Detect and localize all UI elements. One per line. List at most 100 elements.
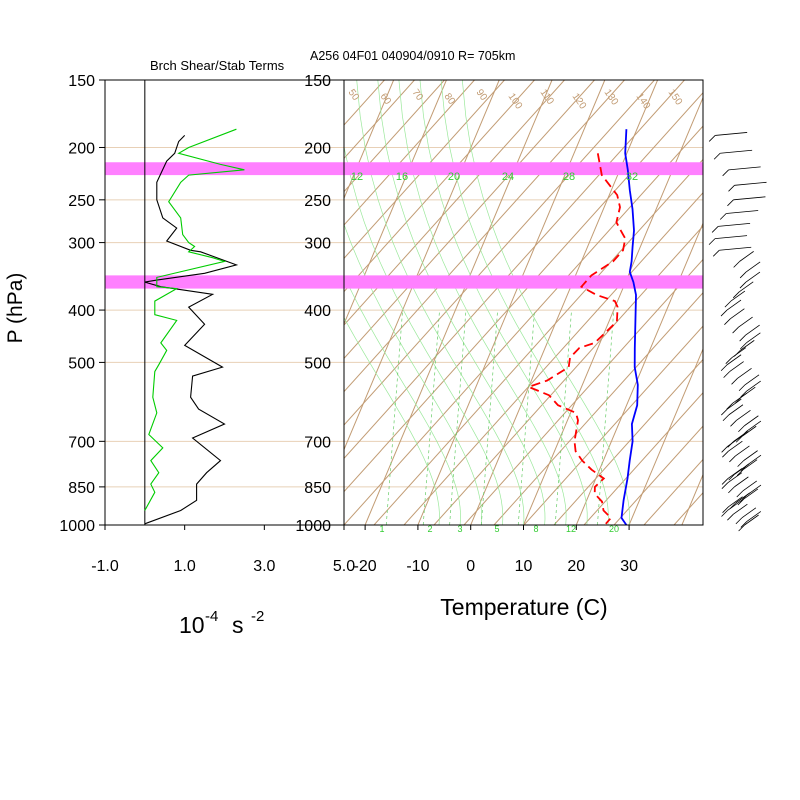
wind-barb-shaft (727, 472, 743, 484)
wind-barb-flag (738, 384, 746, 392)
units-exponent-2: -2 (251, 608, 264, 625)
left-y-tick-label: 200 (68, 140, 95, 157)
wind-barb-shaft (745, 324, 760, 336)
wind-barb (736, 480, 758, 498)
wind-barb-shaft (741, 507, 757, 519)
right-highlight-band (344, 162, 703, 176)
right-y-tick-label: 250 (304, 193, 331, 210)
wind-barb-flag (721, 482, 729, 489)
wind-barb (727, 196, 766, 207)
mixing-ratio-bottom-label: 2 (427, 524, 432, 534)
wind-barb-shaft (730, 290, 746, 302)
moist-adiabat-line (344, 274, 461, 525)
moist-adiabat-line (356, 80, 525, 525)
wind-barb (740, 332, 761, 350)
wind-barb-flag (720, 309, 728, 317)
wind-barb (736, 459, 758, 476)
wind-barb-flag (729, 455, 736, 463)
wind-barb (720, 299, 742, 317)
left-series-line-0 (144, 135, 239, 525)
left-y-tick-label: 300 (68, 236, 95, 253)
wind-barb-flag (721, 408, 728, 416)
wind-barb-flag (738, 524, 745, 532)
moist-adiabat-line (344, 316, 440, 525)
wind-barb-shaft (746, 511, 762, 522)
wind-barb-flag (711, 226, 719, 233)
left-x-ticks: -1.0 1.0 3.0 5.0 (91, 525, 355, 575)
left-x-tick-label: 1.0 (174, 558, 196, 575)
wind-barb-shaft (745, 271, 761, 283)
isotherm-line (523, 96, 703, 525)
wind-barb-flag (720, 364, 728, 372)
wind-barb-shaft (734, 181, 767, 186)
dry-adiabat-line (613, 425, 703, 525)
wind-barb-flag (721, 510, 728, 517)
wind-barb (729, 445, 750, 463)
mixing-ratio-top-label: 20 (448, 171, 460, 183)
dry-adiabat-line (344, 80, 415, 160)
mixing-ratio-top-label: 28 (563, 171, 575, 183)
wind-barb (730, 409, 751, 427)
wind-barb-flag (738, 425, 745, 433)
left-x-tick-label: 3.0 (253, 558, 275, 575)
wind-barb (720, 354, 742, 372)
left-x-tick-label: -1.0 (91, 558, 119, 575)
wind-barb-shaft (726, 210, 759, 214)
dry-adiabat-line (344, 80, 505, 260)
temperature-x-tick-label: 10 (515, 558, 533, 575)
wind-barb-flag (732, 291, 740, 299)
wind-barb (712, 246, 752, 257)
isotherm-line (575, 222, 703, 525)
isotherm-line (364, 80, 553, 525)
units-label: 10 -4 s -2 (179, 608, 264, 638)
wind-barb-flag (728, 185, 735, 192)
dry-adiabat-line (523, 325, 703, 525)
wind-barb (726, 392, 747, 410)
wind-barb (728, 476, 749, 494)
mixing-ratio-bottom-label: 3 (457, 524, 462, 534)
temperature-x-tick-label: 30 (620, 558, 638, 575)
wind-barb-flag (722, 506, 729, 513)
left-y-tick-label: 150 (68, 73, 95, 90)
wind-barb-shaft (744, 374, 760, 386)
mixing-ratio-top-label: 16 (396, 171, 408, 183)
right-y-tick-label: 1000 (295, 518, 331, 535)
wind-barb-shaft (732, 392, 747, 404)
wind-barb-shaft (718, 223, 751, 227)
wind-barb (719, 210, 759, 220)
wind-barb (727, 503, 748, 521)
dry-adiabat-line (373, 158, 703, 525)
wind-barb-shaft (735, 445, 750, 457)
wind-barb-shaft (731, 347, 747, 358)
wind-barb-flag (739, 281, 747, 289)
wind-barb-shaft (733, 503, 748, 515)
right-y-tick-label: 500 (304, 355, 331, 372)
wind-barb (735, 425, 757, 443)
wind-barb-shaft (715, 132, 748, 136)
temperature-x-tick-label: 20 (567, 558, 585, 575)
temperature-x-tick-label: 0 (466, 558, 475, 575)
wind-barb-flag (732, 326, 739, 334)
wind-barb-shaft (746, 454, 762, 466)
right-y-tick-label: 150 (304, 73, 331, 90)
isotherm-line (470, 80, 659, 525)
left-y-tick-label: 850 (68, 480, 95, 497)
units-base: 10 (179, 612, 205, 638)
wind-barb-shaft (739, 251, 754, 262)
wind-barb-flag (721, 478, 729, 485)
wind-barb (721, 398, 742, 416)
wind-barb-flag (726, 402, 734, 410)
wind-barb-flag (721, 446, 728, 453)
wind-barb-flag (740, 521, 748, 528)
wind-barb-shaft (733, 431, 748, 442)
dry-adiabat-line (344, 92, 703, 493)
wind-barb (728, 181, 767, 192)
wind-barb (738, 514, 759, 532)
wind-barb-flag (736, 490, 744, 498)
temperature-axis-label: Temperature (C) (440, 594, 607, 620)
wind-barb-flag (728, 473, 736, 481)
wind-barb (721, 500, 742, 517)
wind-barb (732, 281, 754, 299)
right-highlight-band (344, 275, 703, 289)
wind-barb-shaft (736, 409, 751, 421)
